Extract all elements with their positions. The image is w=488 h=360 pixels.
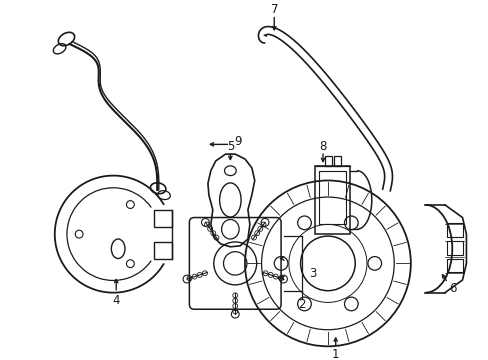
Text: 7: 7 [270,3,278,16]
Text: 5: 5 [226,140,234,153]
Text: 9: 9 [234,135,242,148]
Text: 6: 6 [448,282,456,295]
Text: 1: 1 [331,348,339,360]
Bar [315,166,349,234]
Bar [154,210,171,227]
Text: 8: 8 [319,140,326,153]
Bar [446,224,462,237]
Bar [333,156,340,166]
Text: 2: 2 [297,298,305,311]
Text: 4: 4 [112,294,120,307]
Bar [446,241,462,255]
Bar [154,242,171,260]
Bar [319,171,346,224]
Text: 3: 3 [309,267,316,280]
Bar [446,258,462,272]
Bar [325,156,331,166]
